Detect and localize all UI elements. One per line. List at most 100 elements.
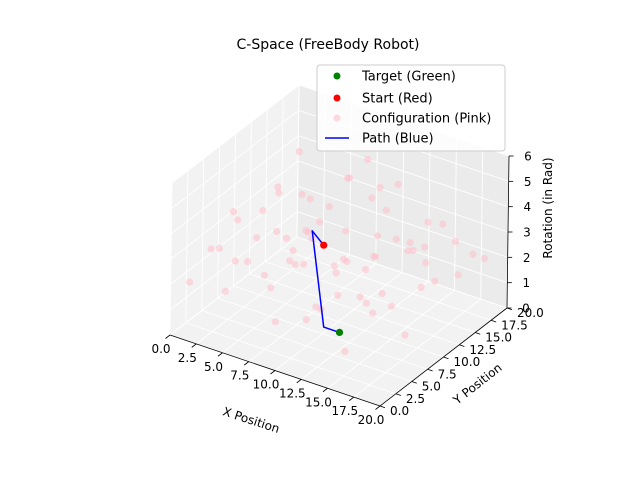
y-tick xyxy=(395,393,402,396)
gridline-back-z xyxy=(297,185,508,258)
path-line xyxy=(311,230,340,334)
x-tick xyxy=(349,396,354,401)
z-tick-label: 2 xyxy=(523,251,531,265)
configuration-point xyxy=(382,206,390,214)
y-tick xyxy=(379,405,386,409)
configuration-point xyxy=(273,227,281,236)
x-tick xyxy=(296,379,302,384)
configuration-point xyxy=(316,218,324,226)
gridline-left-z xyxy=(171,135,299,235)
y-tick-label: 12.5 xyxy=(469,343,496,357)
configuration-point xyxy=(312,303,320,311)
x-tick xyxy=(270,370,276,375)
legend-label-configuration: Configuration (Pink) xyxy=(362,112,491,127)
gridline-back-z xyxy=(296,236,508,309)
x-tick-label: 17.5 xyxy=(331,404,358,418)
configuration-point xyxy=(334,291,342,299)
x-tick xyxy=(322,387,328,393)
configuration-point xyxy=(401,331,409,339)
configuration-point xyxy=(289,247,297,255)
y-tick xyxy=(411,381,417,384)
chart-title: C-Space (FreeBody Robot) xyxy=(237,37,420,53)
configuration-point xyxy=(374,232,382,240)
legend-label-path: Path (Blue) xyxy=(362,132,434,147)
configuration-point xyxy=(274,183,282,191)
configuration-point xyxy=(286,257,294,265)
legend-label-start: Start (Red) xyxy=(362,92,433,107)
configuration-point xyxy=(291,261,299,269)
gridline-floor-y xyxy=(265,261,476,333)
y-tick-label: 7.5 xyxy=(438,367,457,381)
x-tick xyxy=(375,405,381,410)
gridline-left-z xyxy=(170,185,298,285)
configuration-point xyxy=(362,299,370,307)
configuration-point xyxy=(325,203,333,211)
configuration-point xyxy=(376,184,384,192)
legend-marker-start xyxy=(333,94,341,102)
configuration-point xyxy=(330,262,338,270)
z-tick-label: 0 xyxy=(522,302,530,316)
configuration-point xyxy=(378,290,386,298)
x-tick-label: 2.5 xyxy=(178,351,197,365)
configuration-point xyxy=(259,207,267,215)
y-tick xyxy=(443,356,449,360)
legend-box xyxy=(316,64,506,152)
configuration-point xyxy=(229,208,238,216)
configuration-point xyxy=(362,266,370,274)
z-axis-label: Rotation (in Rad) xyxy=(541,157,555,258)
configuration-point xyxy=(244,258,252,266)
configuration-point xyxy=(295,148,303,156)
configuration-point xyxy=(302,316,310,324)
configuration-point xyxy=(422,259,430,267)
configuration-point xyxy=(343,257,351,266)
y-tick xyxy=(459,344,465,347)
z-tick-label: 4 xyxy=(523,200,531,214)
y-tick xyxy=(427,368,433,372)
x-tick-label: 20.0 xyxy=(358,413,385,427)
gridline-floor-y xyxy=(249,273,460,346)
configuration-point xyxy=(306,195,314,203)
configuration-point xyxy=(344,174,352,182)
gridline-left-z xyxy=(171,109,299,209)
configuration-point xyxy=(364,155,372,164)
configuration-point xyxy=(424,218,432,226)
configuration-point xyxy=(404,247,412,255)
x-tick xyxy=(165,334,171,339)
x-tick xyxy=(244,361,249,366)
configuration-point xyxy=(302,227,310,235)
configuration-point xyxy=(368,194,376,202)
configuration-point xyxy=(275,189,283,197)
configuration-point xyxy=(387,302,396,310)
x-tick-label: 12.5 xyxy=(279,386,306,400)
z-tick-label: 1 xyxy=(522,276,530,290)
configuration-point xyxy=(207,245,215,253)
gridline-floor-y xyxy=(233,285,444,358)
x-tick xyxy=(217,352,223,357)
gridline-floor-y xyxy=(201,310,412,382)
configuration-point xyxy=(221,287,229,295)
configuration-point xyxy=(454,271,462,279)
gridline-left-z xyxy=(169,236,298,336)
y-tick xyxy=(475,332,481,335)
gridline-floor-y xyxy=(185,322,397,395)
configuration-point xyxy=(469,250,477,258)
configuration-point xyxy=(332,269,340,277)
configuration-point xyxy=(308,235,316,243)
y-tick-label: 10.0 xyxy=(454,355,481,369)
configuration-point xyxy=(267,284,275,292)
configuration-point xyxy=(271,318,279,326)
z-tick-label: 5 xyxy=(524,175,532,189)
y-tick xyxy=(490,319,497,323)
target-point xyxy=(335,328,344,336)
configuration-point xyxy=(431,277,439,285)
configuration-point xyxy=(260,271,268,279)
configuration-point xyxy=(369,309,377,317)
configuration-point xyxy=(253,234,261,242)
configuration-point xyxy=(283,234,291,242)
configuration-point xyxy=(300,260,308,268)
configuration-point xyxy=(341,347,349,355)
y-tick-label: 17.5 xyxy=(501,318,528,332)
x-tick-label: 10.0 xyxy=(253,378,280,392)
y-tick-label: 20.0 xyxy=(517,306,544,320)
configuration-point xyxy=(298,190,306,199)
